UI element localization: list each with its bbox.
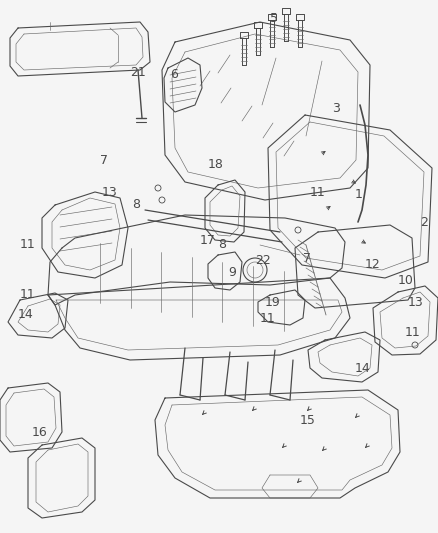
- Text: 11: 11: [310, 185, 326, 198]
- Text: 7: 7: [100, 154, 108, 166]
- Text: 11: 11: [405, 326, 421, 338]
- Text: 22: 22: [255, 254, 271, 266]
- Text: 16: 16: [32, 425, 48, 439]
- Text: 8: 8: [218, 238, 226, 252]
- Text: 11: 11: [20, 238, 36, 252]
- Text: 1: 1: [355, 189, 363, 201]
- Text: 2: 2: [420, 215, 428, 229]
- Text: 11: 11: [260, 311, 276, 325]
- Text: 6: 6: [170, 69, 178, 82]
- Text: 7: 7: [303, 252, 311, 264]
- Text: 8: 8: [132, 198, 140, 212]
- Text: 10: 10: [398, 273, 414, 287]
- Text: 21: 21: [130, 66, 146, 78]
- Text: 9: 9: [228, 265, 236, 279]
- Text: 13: 13: [102, 185, 118, 198]
- Text: 15: 15: [300, 414, 316, 426]
- Text: 3: 3: [332, 101, 340, 115]
- Text: 14: 14: [18, 309, 34, 321]
- Text: 5: 5: [270, 12, 278, 25]
- Text: 19: 19: [265, 296, 281, 310]
- Text: 18: 18: [208, 158, 224, 172]
- Text: 11: 11: [20, 288, 36, 302]
- Text: 14: 14: [355, 361, 371, 375]
- Text: 12: 12: [365, 259, 381, 271]
- Text: 17: 17: [200, 233, 216, 246]
- Text: 13: 13: [408, 296, 424, 310]
